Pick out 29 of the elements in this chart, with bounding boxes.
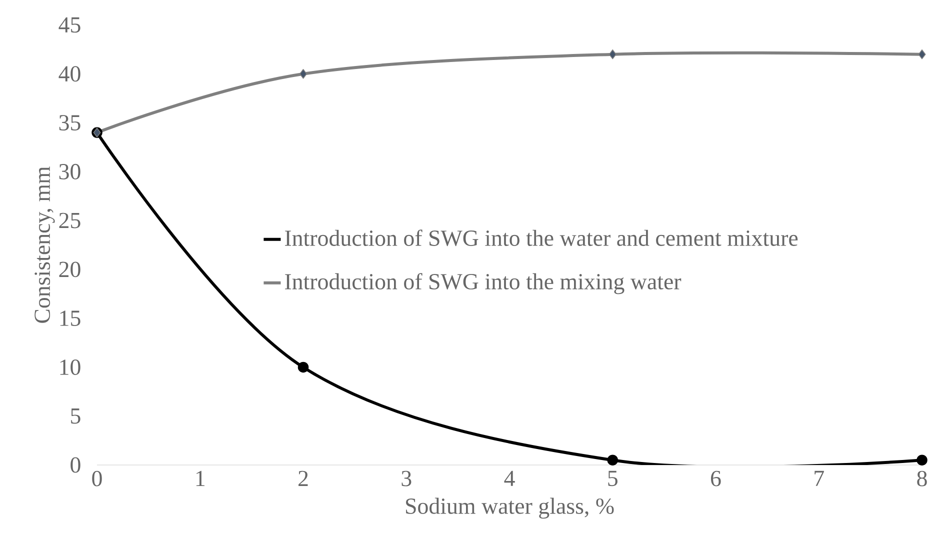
x-axis-title: Sodium water glass, % — [406, 498, 614, 519]
point — [299, 69, 308, 79]
point — [298, 362, 309, 373]
point — [918, 49, 926, 60]
x-tick-label: 2 — [298, 470, 308, 486]
y-tick-label: 5 — [71, 408, 80, 424]
point — [607, 454, 618, 466]
y-axis-title: Consistency, mm — [34, 166, 55, 323]
y-tick-label: 40 — [58, 66, 80, 82]
x-tick-label: 4 — [504, 470, 515, 486]
x-tick-label: 7 — [814, 470, 824, 486]
x-tick-label: 3 — [402, 470, 412, 486]
legend-label: Introduction of SWG into the water and cement mixture — [285, 230, 798, 246]
y-tick-label: 15 — [60, 310, 80, 326]
y-tick-label: 35 — [59, 115, 80, 130]
y-tick-label: 30 — [59, 164, 80, 180]
x-tick-label: 5 — [608, 470, 618, 486]
y-tick-label: 10 — [60, 359, 80, 375]
y-tick-label: 45 — [58, 17, 80, 33]
x-tick-label: 6 — [711, 470, 721, 486]
legend-label: Introduction of SWG into the mixing water — [285, 273, 682, 294]
point — [916, 454, 928, 466]
y-tick-label: 25 — [59, 212, 80, 228]
point — [608, 49, 616, 60]
x-tick-label: 8 — [917, 470, 927, 486]
x-tick-label: 1 — [196, 470, 204, 486]
y-tick-label: 0 — [70, 457, 80, 473]
x-tick-label: 0 — [92, 470, 102, 486]
y-tick-label: 20 — [59, 262, 80, 278]
